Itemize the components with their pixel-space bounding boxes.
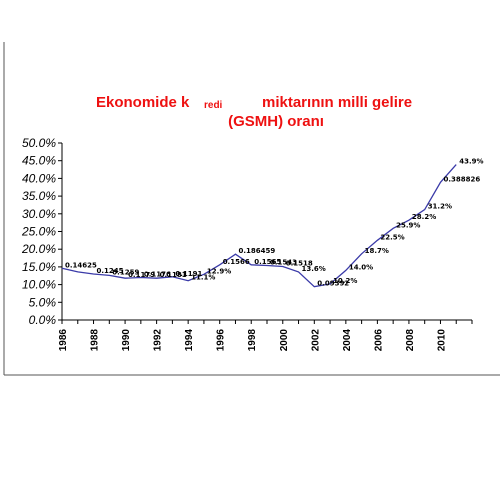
data-label: 43.9%	[459, 158, 483, 166]
y-tick-label: 30.0%	[22, 207, 56, 221]
chart-title-part2: redi	[204, 100, 223, 111]
x-tick-label: 2006	[373, 329, 384, 352]
data-label: 12.9%	[207, 267, 231, 275]
data-label: 13.6%	[302, 265, 326, 273]
x-tick-label: 2010	[436, 329, 447, 352]
data-label: 0.1566	[223, 258, 250, 266]
x-tick-label: 2008	[405, 329, 416, 352]
x-axis-ticks: 1986 1988 1990 1992 1994 1996 1998 2000 2002 2004…	[58, 320, 472, 351]
x-tick-label: 2002	[310, 329, 321, 352]
y-axis-ticks: 0.0% 5.0% 10.0% 15.0% 20.0% 25.0% 30.0% 35.0% 40…	[21, 136, 62, 327]
x-tick-label: 1992	[153, 329, 164, 352]
y-tick-label: 20.0%	[21, 242, 56, 256]
y-tick-label: 35.0%	[22, 189, 56, 203]
data-label: 22.5%	[380, 233, 404, 241]
data-label: 18.7%	[365, 247, 389, 255]
data-label: 10.2%	[333, 277, 357, 285]
y-tick-label: 15.0%	[22, 260, 56, 274]
data-label: 0.186459	[238, 247, 275, 255]
x-tick-label: 1994	[184, 329, 195, 352]
x-tick-label: 1988	[90, 329, 101, 352]
x-tick-label: 2000	[279, 329, 290, 352]
x-tick-label: 1998	[247, 329, 258, 352]
y-tick-label: 5.0%	[29, 295, 57, 309]
x-tick-label: 1986	[58, 329, 69, 352]
y-tick-label: 40.0%	[22, 171, 56, 185]
data-label: 0.388826	[443, 175, 480, 183]
data-labels-group: 0.146250.12450.12590.11790.11760.11810.1…	[65, 158, 484, 288]
data-label: 14.0%	[349, 263, 373, 271]
chart-title-part1: Ekonomide k	[96, 94, 190, 111]
data-label: 31.2%	[428, 203, 452, 211]
y-tick-label: 25.0%	[21, 225, 56, 239]
x-tick-label: 2004	[342, 329, 353, 352]
y-tick-label: 45.0%	[22, 154, 56, 168]
data-label: 28.2%	[412, 213, 436, 221]
data-label: 0.14625	[65, 261, 97, 269]
x-tick-label: 1990	[121, 329, 132, 352]
x-tick-label: 1996	[216, 329, 227, 352]
data-label: 25.9%	[396, 221, 420, 229]
chart-title-line2: (GSMH) oranı	[228, 113, 324, 130]
y-tick-label: 50.0%	[22, 136, 56, 150]
chart-title-part3: miktarının milli gelire	[262, 94, 412, 111]
y-tick-label: 10.0%	[22, 278, 56, 292]
y-tick-label: 0.0%	[29, 313, 57, 327]
